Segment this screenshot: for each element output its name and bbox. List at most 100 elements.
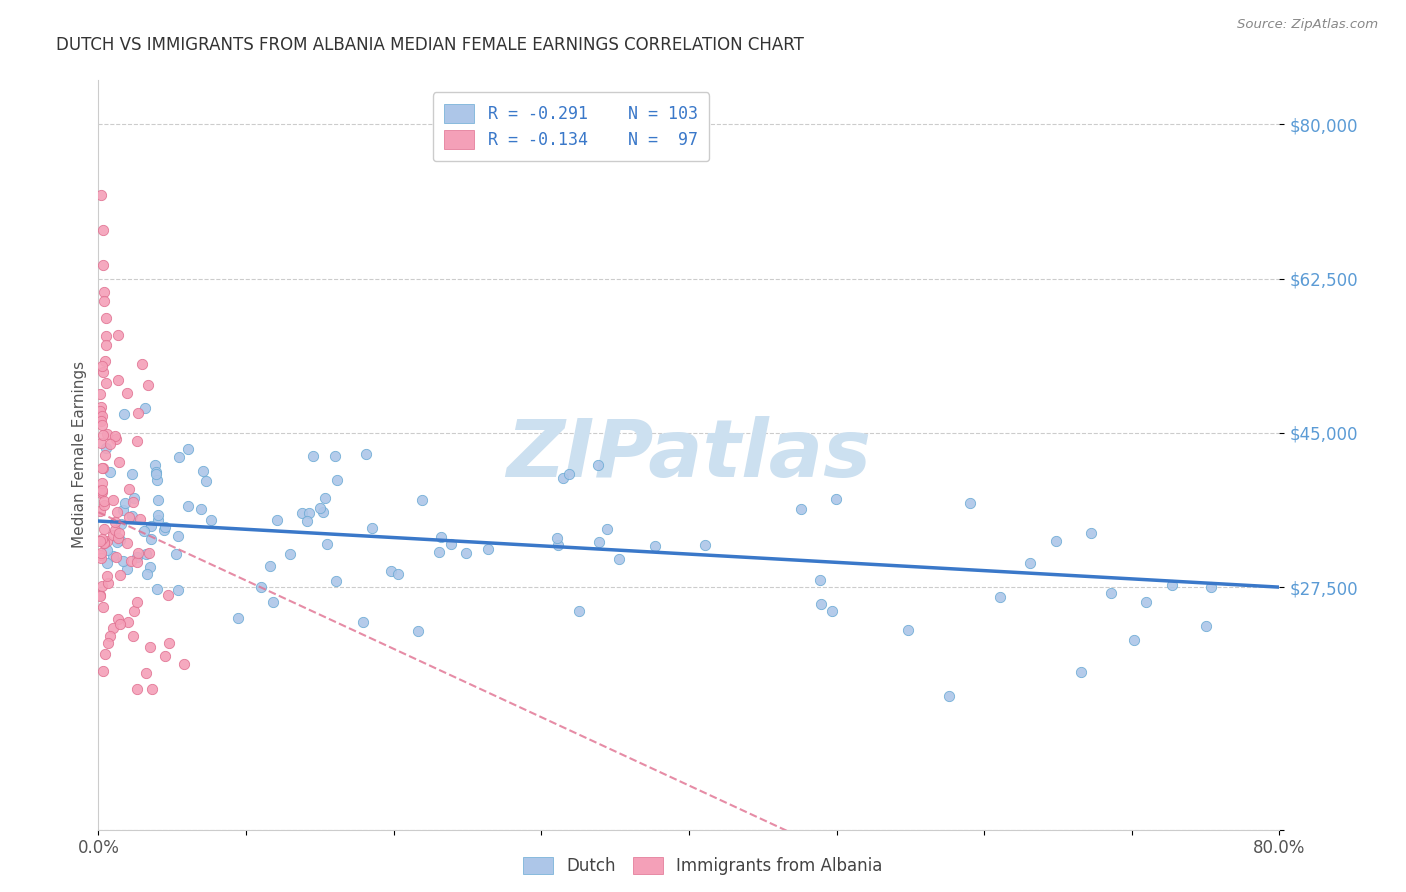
- Point: [167, 582, 190, 597]
- Point: [108, 455, 131, 469]
- Point: [91, 365, 114, 379]
- Point: [194, 474, 217, 488]
- Point: [122, 495, 145, 509]
- Point: [127, 406, 149, 420]
- Point: [90, 486, 112, 500]
- Point: [111, 554, 134, 568]
- Point: [132, 524, 155, 538]
- Point: [127, 546, 149, 560]
- Point: [1199, 580, 1222, 594]
- Point: [810, 597, 832, 611]
- Point: [104, 515, 127, 529]
- Point: [90, 483, 112, 497]
- Point: [295, 514, 318, 528]
- Point: [1160, 577, 1182, 591]
- Point: [97, 575, 120, 590]
- Point: [90, 461, 112, 475]
- Legend: R = -0.291    N = 103, R = -0.134    N =  97: R = -0.291 N = 103, R = -0.134 N = 97: [433, 93, 709, 161]
- Point: [316, 537, 339, 551]
- Point: [90, 401, 112, 415]
- Point: [105, 505, 128, 519]
- Point: [477, 541, 499, 556]
- Point: [429, 530, 451, 544]
- Point: [107, 328, 129, 343]
- Point: [101, 527, 124, 541]
- Point: [89, 404, 111, 418]
- Point: [91, 579, 114, 593]
- Point: [89, 483, 111, 497]
- Point: [111, 502, 134, 516]
- Point: [127, 681, 149, 696]
- Point: [93, 536, 115, 550]
- Point: [135, 567, 157, 582]
- Point: [259, 558, 281, 573]
- Point: [323, 449, 346, 463]
- Point: [101, 621, 124, 635]
- Point: [191, 464, 214, 478]
- Point: [90, 436, 112, 450]
- Point: [129, 512, 152, 526]
- Point: [110, 533, 132, 548]
- Point: [153, 648, 176, 663]
- Legend: Dutch, Immigrants from Albania: Dutch, Immigrants from Albania: [515, 849, 891, 884]
- Point: [141, 681, 163, 696]
- Point: [454, 546, 477, 560]
- Point: [146, 473, 169, 487]
- Point: [93, 285, 115, 299]
- Point: [302, 449, 325, 463]
- Point: [104, 429, 127, 443]
- Point: [94, 329, 117, 343]
- Point: [177, 442, 200, 457]
- Point: [139, 519, 162, 533]
- Point: [117, 562, 139, 576]
- Point: [115, 536, 138, 550]
- Point: [91, 409, 114, 423]
- Point: [440, 537, 463, 551]
- Point: [107, 531, 129, 545]
- Point: [107, 373, 129, 387]
- Point: [101, 492, 124, 507]
- Point: [427, 545, 450, 559]
- Point: [325, 574, 347, 588]
- Point: [112, 407, 135, 421]
- Text: Source: ZipAtlas.com: Source: ZipAtlas.com: [1237, 18, 1378, 31]
- Point: [411, 493, 433, 508]
- Point: [94, 448, 117, 462]
- Point: [138, 546, 160, 560]
- Point: [262, 595, 284, 609]
- Point: [146, 513, 169, 527]
- Point: [297, 506, 319, 520]
- Point: [141, 532, 163, 546]
- Point: [98, 629, 121, 643]
- Point: [93, 536, 115, 550]
- Point: [314, 491, 336, 505]
- Point: [91, 259, 114, 273]
- Point: [139, 640, 162, 654]
- Point: [988, 590, 1011, 604]
- Point: [138, 560, 160, 574]
- Point: [94, 311, 117, 326]
- Point: [266, 512, 288, 526]
- Point: [596, 522, 619, 536]
- Point: [91, 427, 114, 442]
- Point: [122, 604, 145, 618]
- Point: [122, 491, 145, 505]
- Point: [105, 432, 128, 446]
- Point: [103, 549, 125, 564]
- Point: [546, 532, 568, 546]
- Point: [114, 496, 136, 510]
- Point: [90, 550, 112, 565]
- Point: [91, 223, 114, 237]
- Point: [110, 517, 132, 532]
- Point: [93, 647, 115, 661]
- Point: [98, 465, 121, 479]
- Point: [90, 417, 112, 432]
- Point: [173, 657, 195, 671]
- Point: [135, 665, 157, 680]
- Point: [153, 520, 176, 534]
- Point: [91, 460, 114, 475]
- Point: [1045, 534, 1067, 549]
- Point: [145, 467, 167, 482]
- Point: [89, 548, 111, 562]
- Point: [90, 485, 112, 500]
